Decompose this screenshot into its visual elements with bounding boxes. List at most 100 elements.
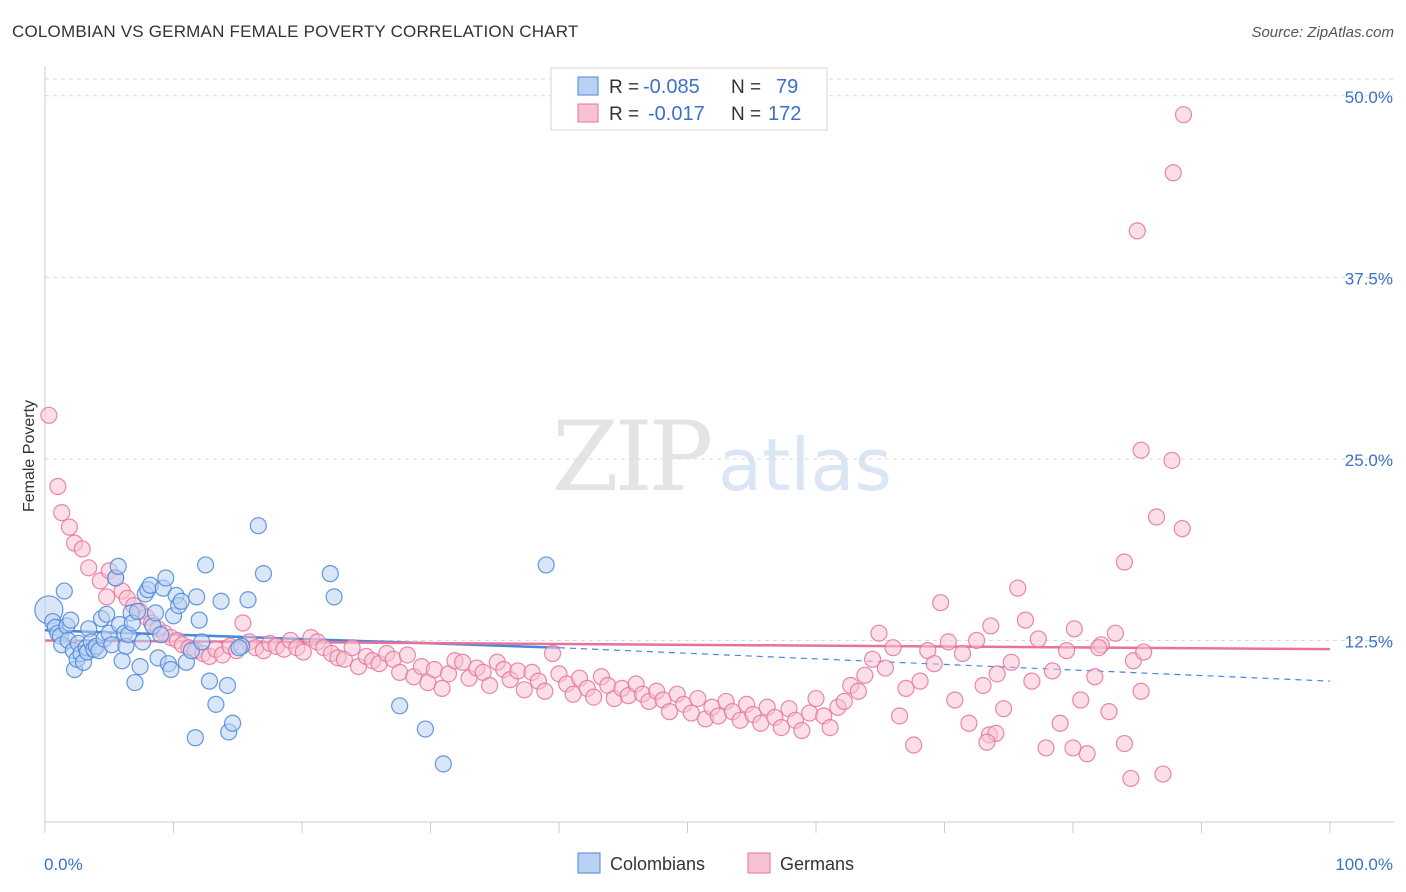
point-germans-8 [98, 588, 116, 606]
point-germans-75 [543, 644, 562, 663]
point-germans-164 [1122, 769, 1140, 788]
point-germans-81 [585, 688, 603, 706]
point-germans-112 [800, 704, 819, 722]
point-germans-126 [897, 679, 915, 697]
point-colombians-64 [212, 592, 230, 610]
point-colombians-66 [224, 714, 242, 732]
y-tick-label-2: 37.5% [1345, 269, 1393, 288]
point-germans-74 [536, 682, 554, 700]
series-legend-label-colombians: Colombians [610, 854, 705, 874]
point-colombians-47 [152, 626, 170, 644]
point-germans-145 [1029, 630, 1047, 648]
source-label: Source: ZipAtlas.com [1251, 24, 1394, 41]
point-colombians-55 [172, 592, 190, 610]
chart-title: COLOMBIAN VS GERMAN FEMALE POVERTY CORRE… [12, 22, 579, 41]
point-germans-173 [1164, 164, 1182, 182]
point-colombians-79 [537, 556, 555, 574]
point-germans-150 [1065, 620, 1083, 638]
point-germans-141 [1002, 653, 1020, 671]
point-germans-159 [1132, 682, 1150, 700]
point-colombians-73 [254, 565, 273, 583]
watermark-atlas: atlas [718, 423, 892, 507]
point-germans-140 [995, 700, 1013, 718]
y-tick-label-3: 50.0% [1345, 88, 1393, 107]
x-tick-label-1: 100.0% [1335, 855, 1393, 874]
point-colombians-37 [126, 673, 144, 692]
point-germans-53 [391, 663, 409, 682]
point-germans-130 [925, 655, 943, 673]
point-germans-135 [960, 714, 978, 732]
point-colombians-67 [218, 676, 237, 695]
point-germans-139 [988, 665, 1006, 683]
point-germans-54 [398, 646, 416, 664]
x-tick-label-0: 0.0% [44, 855, 83, 874]
point-germans-122 [870, 624, 888, 642]
point-germans-128 [911, 672, 929, 690]
point-germans-119 [849, 682, 868, 700]
point-germans-71 [515, 681, 533, 699]
point-germans-30 [234, 614, 252, 632]
point-germans-169 [1173, 520, 1191, 538]
point-germans-151 [1072, 691, 1090, 709]
point-germans-163 [1064, 739, 1082, 757]
point-germans-144 [1023, 672, 1041, 690]
legend-swatch-germans [577, 103, 599, 123]
point-colombians-77 [416, 720, 434, 738]
point-germans-134 [953, 644, 972, 663]
point-germans-123 [876, 659, 894, 677]
point-germans-1 [49, 477, 67, 496]
legend-r-value-1: -0.085 [643, 76, 700, 98]
series-germans [40, 106, 1193, 788]
point-germans-143 [1016, 611, 1035, 629]
point-germans-168 [1147, 508, 1166, 526]
data-points [34, 106, 1193, 788]
point-germans-66 [481, 676, 499, 695]
correlation-legend: R = -0.085 N = 79 R = -0.017 N = 172 [550, 67, 828, 131]
point-germans-5 [73, 540, 91, 558]
legend-swatch-colombians [577, 76, 599, 96]
point-germans-39 [294, 643, 312, 661]
axes [44, 66, 1394, 833]
point-colombians-38 [128, 602, 147, 620]
legend-r-label-2: R = [609, 104, 639, 125]
legend-n-label-2: N = [731, 104, 761, 125]
x-tick-labels: 0.0% 100.0% [44, 855, 1393, 874]
point-colombians-71 [249, 517, 267, 535]
point-germans-162 [978, 733, 996, 751]
point-germans-117 [835, 692, 853, 711]
series-legend-swatch-germans [747, 852, 771, 874]
point-germans-111 [793, 721, 811, 740]
series-legend: Colombians Germans [577, 852, 854, 874]
legend-n-value-2: 172 [768, 103, 801, 125]
point-colombians-39 [131, 657, 149, 676]
point-colombians-59 [190, 611, 208, 629]
point-germans-2 [53, 504, 71, 522]
point-colombians-72 [230, 639, 248, 657]
point-colombians-58 [188, 588, 206, 606]
point-germans-167 [1115, 553, 1134, 571]
legend-r-value-2: -0.017 [648, 103, 705, 125]
point-germans-170 [1132, 441, 1150, 459]
point-germans-0 [40, 406, 58, 424]
point-colombians-45 [146, 604, 165, 622]
point-colombians-49 [157, 569, 175, 587]
watermark-zip: ZIP [552, 401, 711, 513]
point-colombians-25 [98, 605, 116, 623]
point-colombians-27 [103, 636, 121, 654]
point-germans-99 [709, 707, 727, 725]
point-colombians-40 [134, 633, 152, 651]
point-germans-146 [1037, 739, 1055, 757]
watermark: ZIP atlas [552, 401, 892, 513]
y-tick-label-1: 25.0% [1345, 451, 1393, 470]
point-colombians-62 [186, 729, 204, 747]
trend-colombians-extension [558, 647, 1331, 682]
point-colombians-6 [55, 582, 73, 600]
point-colombians-75 [325, 588, 343, 606]
legend-n-label-1: N = [731, 77, 761, 98]
point-germans-155 [1100, 703, 1118, 721]
series-legend-swatch-colombians [577, 852, 601, 874]
legend-r-label-1: R = [609, 77, 639, 98]
point-germans-113 [807, 689, 825, 708]
point-germans-171 [1163, 451, 1181, 469]
